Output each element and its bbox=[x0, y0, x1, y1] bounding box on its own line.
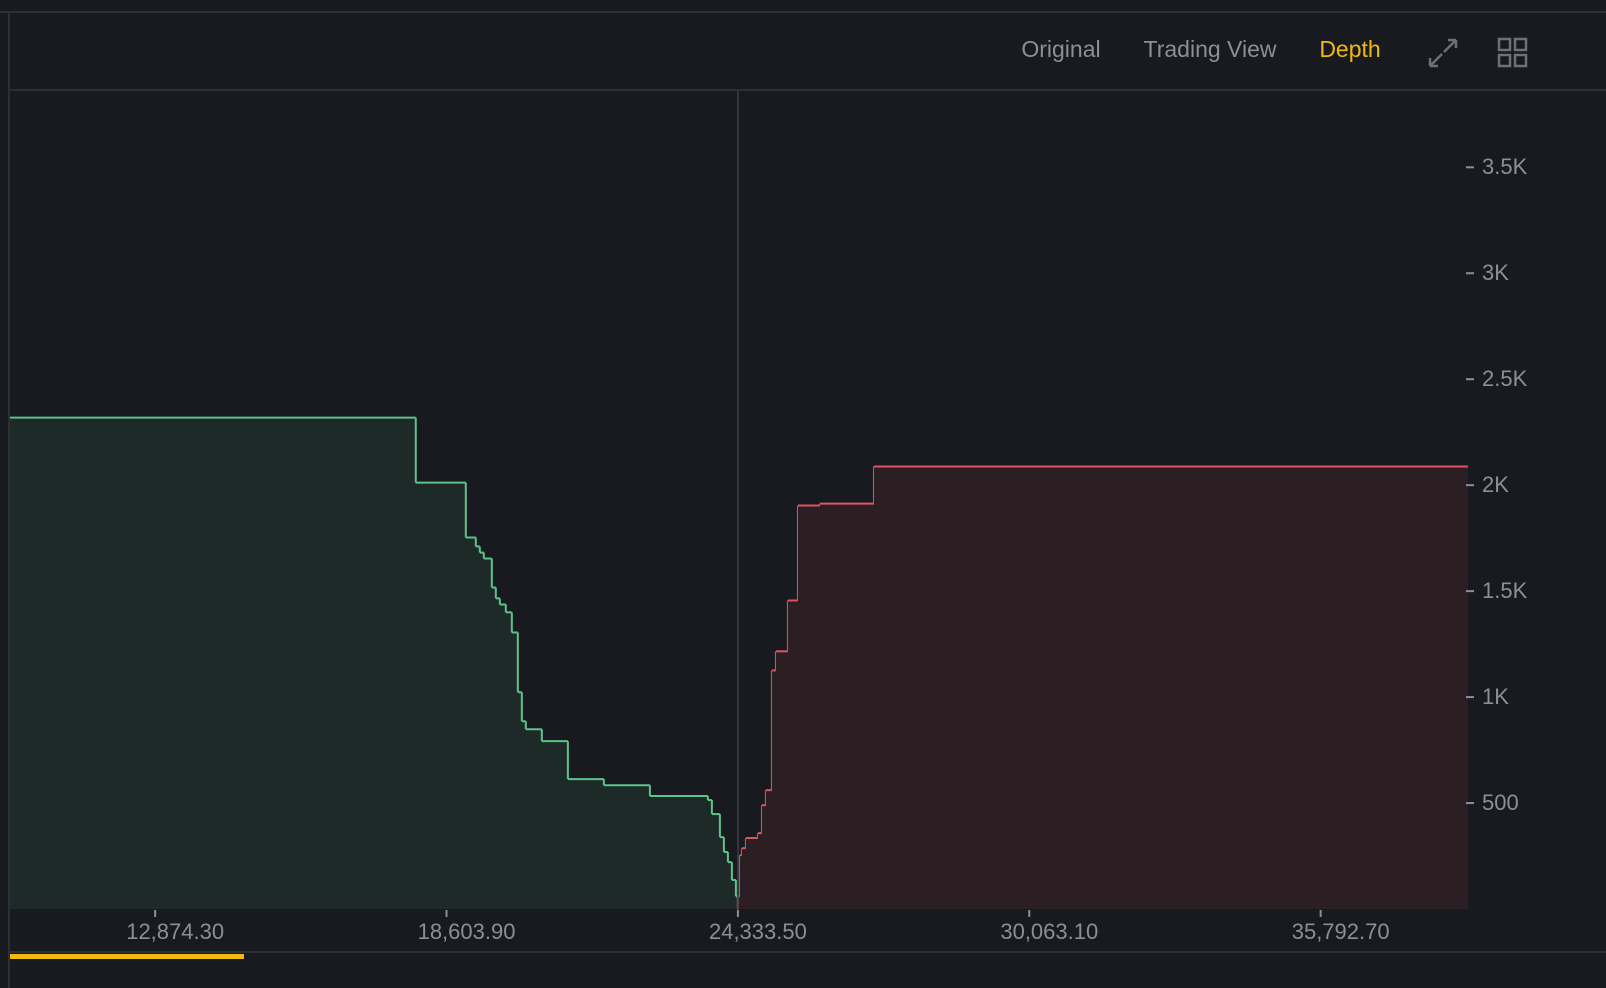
bid-depth-fill bbox=[719, 837, 724, 909]
expand-icon[interactable] bbox=[1428, 38, 1458, 68]
layout-icon[interactable] bbox=[1497, 37, 1528, 68]
bid-depth-fill bbox=[479, 552, 484, 909]
bid-depth-fill bbox=[567, 779, 604, 909]
bid-depth-fill bbox=[511, 632, 518, 909]
ask-depth-fill bbox=[761, 805, 766, 909]
y-tick-label: 3.5K bbox=[1482, 154, 1528, 179]
y-tick-label: 2.5K bbox=[1482, 366, 1528, 391]
bid-depth-fill bbox=[649, 796, 708, 909]
bid-depth-fill bbox=[499, 604, 506, 909]
ask-depth-fill bbox=[771, 670, 776, 909]
x-tick-label: 18,603.90 bbox=[418, 919, 516, 944]
ask-depth-fill bbox=[737, 896, 740, 909]
bid-depth-fill bbox=[731, 879, 736, 909]
ask-depth-fill bbox=[745, 838, 758, 909]
ask-depth-fill bbox=[739, 855, 742, 909]
nav-trading-view[interactable]: Trading View bbox=[1144, 36, 1277, 62]
ask-depth-fill bbox=[775, 651, 788, 909]
x-tick-label: 35,792.70 bbox=[1292, 919, 1390, 944]
bid-depth-fill bbox=[415, 482, 466, 909]
y-tick-label: 3K bbox=[1482, 260, 1509, 285]
y-tick-label: 500 bbox=[1482, 790, 1519, 815]
bid-depth-fill bbox=[707, 800, 712, 909]
bid-depth-fill bbox=[603, 785, 650, 909]
ask-depth-fill bbox=[819, 503, 874, 909]
x-tick-label: 30,063.10 bbox=[1000, 919, 1098, 944]
bid-depth-fill bbox=[495, 598, 500, 909]
y-tick-label: 1K bbox=[1482, 684, 1509, 709]
ask-depth-fill bbox=[757, 833, 762, 909]
bid-depth-fill bbox=[727, 862, 732, 909]
ask-depth-fill bbox=[787, 600, 798, 909]
nav-original[interactable]: Original bbox=[1021, 36, 1100, 62]
bid-depth-fill bbox=[10, 417, 416, 909]
bid-depth-fill bbox=[541, 741, 568, 909]
bid-depth-fill bbox=[521, 721, 526, 909]
bid-depth-fill bbox=[475, 546, 480, 909]
bid-depth-fill bbox=[491, 587, 496, 909]
x-tick-label: 12,874.30 bbox=[126, 919, 224, 944]
x-tick-label: 24,333.50 bbox=[709, 919, 807, 944]
bid-depth-fill bbox=[723, 851, 728, 909]
bid-depth-fill bbox=[711, 814, 720, 909]
nav-depth[interactable]: Depth bbox=[1319, 36, 1380, 62]
bid-depth-fill bbox=[465, 537, 476, 909]
bid-depth-fill bbox=[735, 896, 738, 909]
y-tick-label: 2K bbox=[1482, 472, 1509, 497]
ask-depth-fill bbox=[873, 466, 1468, 909]
ask-depth-fill bbox=[741, 848, 746, 909]
y-tick-label: 1.5K bbox=[1482, 578, 1528, 603]
bid-depth-fill bbox=[505, 612, 512, 909]
bid-depth-fill bbox=[517, 692, 522, 909]
bid-depth-fill bbox=[483, 558, 492, 909]
ask-depth-fill bbox=[765, 790, 772, 909]
plot: 500 1K 1.5K 2K 2.5K 3K 3.5K 12,874.30 18,603.90 2… bbox=[10, 154, 1528, 944]
bid-depth-fill bbox=[525, 729, 542, 909]
active-tab-underline bbox=[10, 954, 244, 959]
ask-depth-fill bbox=[797, 505, 820, 909]
